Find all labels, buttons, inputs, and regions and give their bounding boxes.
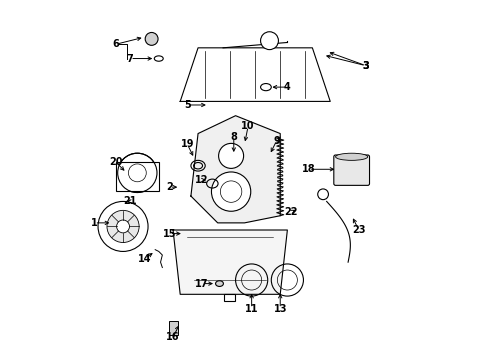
Text: 8: 8 xyxy=(230,132,237,142)
Polygon shape xyxy=(180,48,329,102)
Circle shape xyxy=(116,220,129,233)
Polygon shape xyxy=(190,116,280,223)
Polygon shape xyxy=(173,230,287,294)
Text: 4: 4 xyxy=(284,82,290,92)
Text: 12: 12 xyxy=(195,175,208,185)
Bar xyxy=(116,162,159,191)
Bar xyxy=(169,321,178,336)
Text: 21: 21 xyxy=(123,197,137,206)
Ellipse shape xyxy=(335,153,367,160)
Text: 5: 5 xyxy=(183,100,190,110)
Text: 9: 9 xyxy=(273,136,280,146)
Text: 7: 7 xyxy=(126,54,133,64)
Text: 14: 14 xyxy=(138,253,151,264)
FancyBboxPatch shape xyxy=(333,155,369,185)
Text: 6: 6 xyxy=(112,39,119,49)
Text: 15: 15 xyxy=(163,229,176,239)
Text: 18: 18 xyxy=(302,164,315,174)
Bar xyxy=(224,294,235,301)
Text: 11: 11 xyxy=(244,303,258,314)
Text: 17: 17 xyxy=(195,279,208,289)
Text: 16: 16 xyxy=(166,332,180,342)
Text: 2: 2 xyxy=(166,182,172,192)
Text: 22: 22 xyxy=(284,207,297,217)
Circle shape xyxy=(218,143,243,168)
Ellipse shape xyxy=(215,281,223,287)
Text: 19: 19 xyxy=(180,139,194,149)
Circle shape xyxy=(145,32,158,45)
Text: 10: 10 xyxy=(241,121,254,131)
Text: 13: 13 xyxy=(273,303,286,314)
Text: 23: 23 xyxy=(351,225,365,235)
Circle shape xyxy=(107,210,139,243)
Text: 20: 20 xyxy=(109,157,122,167)
Text: 3: 3 xyxy=(362,61,368,71)
Text: 1: 1 xyxy=(91,218,98,228)
Circle shape xyxy=(118,153,157,193)
Circle shape xyxy=(98,202,148,251)
Circle shape xyxy=(211,172,250,211)
Circle shape xyxy=(260,32,278,50)
Text: 3: 3 xyxy=(362,61,368,71)
